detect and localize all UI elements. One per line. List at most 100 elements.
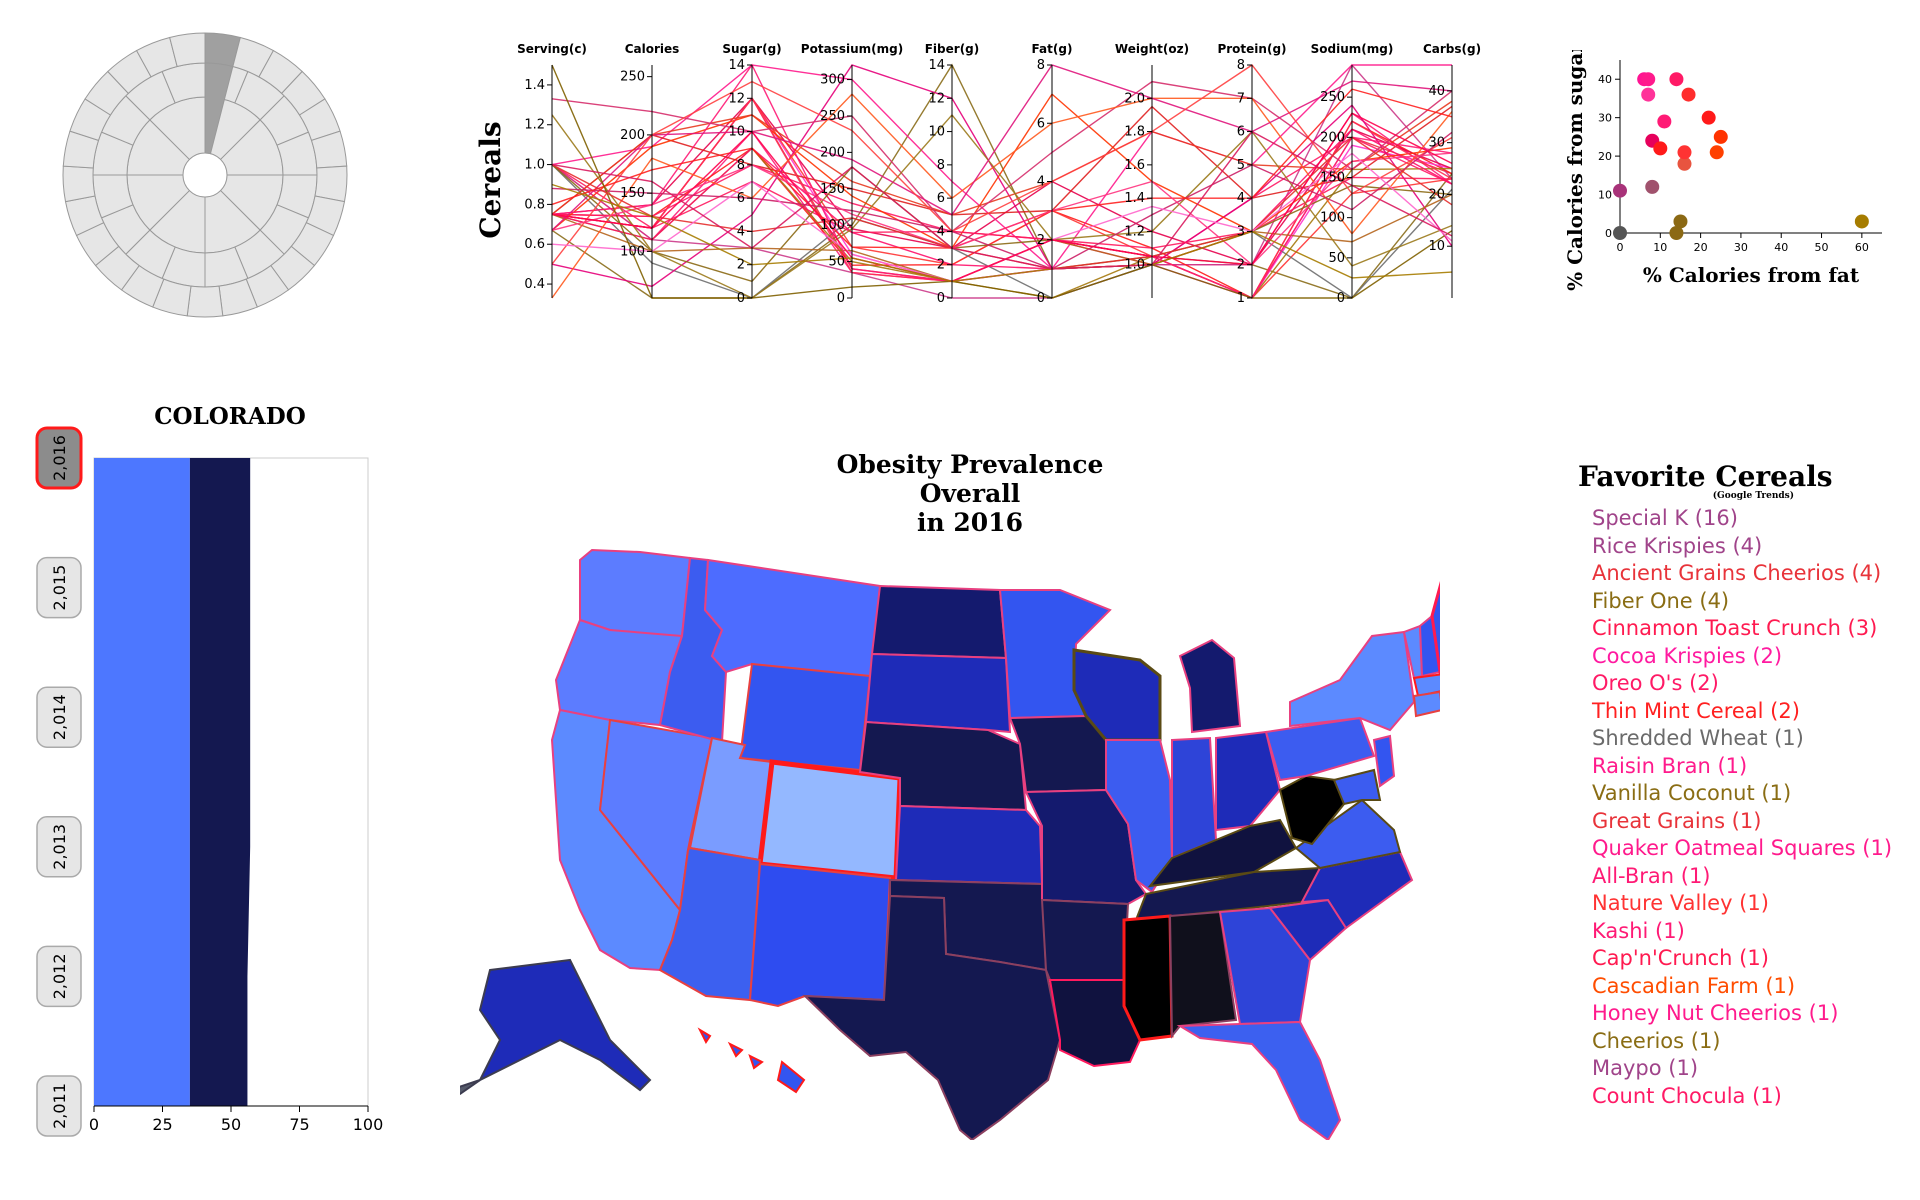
scatter-point[interactable] [1677,156,1692,171]
state-chart-band[interactable] [189,458,251,1106]
pcoords-axis[interactable]: Serving(c) 0.4 0.6 0.8 1.0 1.2 1.4 [517,42,587,298]
year-button-bg[interactable] [36,816,82,878]
sunburst-chart[interactable] [60,30,350,320]
favorite-cereal-item[interactable]: Special K (16) [1592,506,1738,530]
pcoords-line[interactable] [551,128,1453,270]
state-hawaii[interactable] [697,1027,806,1094]
pcoords-line[interactable] [551,164,1453,283]
scatter-point[interactable] [1677,145,1692,160]
year-button-2011[interactable]: 2,011 [36,1075,82,1137]
scatter-point[interactable] [1645,179,1660,194]
pcoords-axis[interactable]: Sodium(mg) 0 50 100 150 200 250 [1311,42,1394,306]
scatter-point[interactable] [1669,72,1684,87]
state-ohio[interactable] [1215,730,1282,832]
pcoords-line[interactable] [551,131,1453,270]
year-button-bg[interactable] [36,945,82,1008]
state-kansas[interactable] [894,804,1044,886]
state-maine[interactable] [1430,540,1440,678]
favorite-cereal-item[interactable]: Quaker Oatmeal Squares (1) [1592,836,1893,860]
favorite-cereal-item[interactable]: Nature Valley (1) [1592,891,1769,915]
scatter-point[interactable] [1613,226,1627,240]
state-massachusetts[interactable] [1412,672,1440,698]
pcoords-axis[interactable]: Sugar(g) 0 2 4 6 8 10 12 14 [722,42,781,306]
scatter-point[interactable] [1681,87,1696,102]
scatter-point[interactable] [1701,110,1716,125]
us-choropleth-map[interactable] [460,440,1440,1140]
year-button-bg[interactable] [36,1075,82,1137]
favorite-cereal-item[interactable]: Honey Nut Cheerios (1) [1592,1001,1839,1025]
scatter-point[interactable] [1613,183,1627,198]
state-chart-band[interactable] [94,458,190,1106]
state-trend-chart[interactable]: COLORADO 0 25 50 75 100 2,016 2,015 2,014 2,013 2,… [20,400,400,1180]
pcoords-line[interactable] [551,93,1453,249]
pcoords-axis[interactable]: Calories 100 150 200 250 [620,42,679,298]
state-virginia[interactable] [1294,798,1402,870]
state-new-mexico[interactable] [748,862,892,1008]
state-iowa[interactable] [1008,714,1107,794]
state-pennsylvania[interactable] [1264,716,1376,782]
pcoords-axis[interactable]: Potassium(mg) 0 50 100 150 200 250 300 [801,42,903,306]
state-new-york[interactable] [1289,630,1416,732]
state-alabama[interactable] [1168,910,1238,1039]
pcoords-axis[interactable]: Carbs(g) 10 20 30 40 [1423,42,1481,298]
favorite-cereal-item[interactable]: Count Chocula (1) [1592,1083,1782,1108]
sunburst-segment[interactable] [314,165,348,203]
favorite-cereal-item[interactable]: Cinnamon Toast Crunch (3) [1592,616,1878,640]
pcoords-axis[interactable]: Weight(oz) 1.0 1.2 1.4 1.6 1.8 2.0 [1115,42,1189,298]
scatter-point[interactable] [1657,114,1672,129]
state-new-hampshire[interactable] [1418,614,1440,678]
favorite-cereal-item[interactable]: Vanilla Coconut (1) [1592,781,1792,805]
favorite-cereal-item[interactable]: Shredded Wheat (1) [1592,726,1804,750]
state-north-dakota[interactable] [870,584,1008,660]
state-texas[interactable] [802,894,1062,1140]
pcoords-axis[interactable]: Fat(g) 0 2 4 6 8 [1032,42,1073,306]
sunburst-segment[interactable] [62,165,96,203]
year-button-2015[interactable]: 2,015 [36,556,82,619]
pcoords-line[interactable] [551,112,1453,283]
favorite-cereal-item[interactable]: Ancient Grains Cheerios (4) [1592,561,1882,585]
scatter-point[interactable] [1713,129,1728,144]
favorite-cereal-item[interactable]: Oreo O's (2) [1592,671,1719,695]
scatter-point[interactable] [1669,226,1684,240]
pcoords-line[interactable] [551,64,1452,270]
state-indiana[interactable] [1171,736,1218,860]
sunburst-segment[interactable] [186,285,224,318]
pcoords-line[interactable] [551,64,1453,299]
year-button-bg[interactable] [36,556,82,619]
state-mississippi[interactable] [1122,914,1174,1042]
year-button-2012[interactable]: 2,012 [36,945,82,1008]
scatter-point[interactable] [1653,141,1668,156]
favorite-cereal-item[interactable]: Cocoa Krispies (2) [1592,643,1783,668]
pcoords-line[interactable] [551,152,1453,266]
favorite-cereal-item[interactable]: Maypo (1) [1592,1056,1699,1080]
state-south-dakota[interactable] [864,652,1012,734]
favorite-cereal-item[interactable]: Great Grains (1) [1592,808,1762,833]
favorite-cereal-item[interactable]: Thin Mint Cereal (2) [1592,698,1800,723]
favorite-cereal-item[interactable]: Cheerios (1) [1592,1028,1721,1053]
state-montana[interactable] [703,558,882,678]
favorite-cereal-item[interactable]: Rice Krispies (4) [1592,533,1763,558]
favorite-cereal-item[interactable]: Cap'n'Crunch (1) [1592,946,1769,970]
state-colorado[interactable] [757,759,903,881]
pcoords-line[interactable] [551,164,1453,299]
state-kentucky[interactable] [1147,818,1298,888]
pcoords-line[interactable] [551,80,1453,233]
year-button-2013[interactable]: 2,013 [36,816,82,878]
pcoords-line[interactable] [551,64,1453,288]
favorite-cereal-item[interactable]: Raisin Bran (1) [1592,753,1748,778]
pcoords-line[interactable] [551,163,1453,249]
state-michigan[interactable] [1178,638,1242,734]
pcoords-line[interactable] [551,64,1453,231]
pcoords-line[interactable] [551,130,1453,270]
pcoords-line[interactable] [551,64,1453,265]
favorite-cereal-item[interactable]: Kashi (1) [1592,918,1685,943]
parallel-coordinates-chart[interactable]: Cereals Serving(c) 0.4 0.6 0.8 1.0 1.2 1.4 Calor… [470,30,1490,320]
scatter-point[interactable] [1673,214,1688,229]
pcoords-line[interactable] [551,183,1453,283]
year-button-2016[interactable]: 2,016 [35,426,83,490]
sunburst-highlight-wedge[interactable] [204,62,234,155]
state-maryland[interactable] [1332,768,1382,806]
scatter-point[interactable] [1709,145,1724,160]
state-washington[interactable] [579,548,692,637]
scatter-chart[interactable]: 0 10 20 30 40 50 60 0 10 20 30 40 % Calories from fa… [1560,50,1900,310]
